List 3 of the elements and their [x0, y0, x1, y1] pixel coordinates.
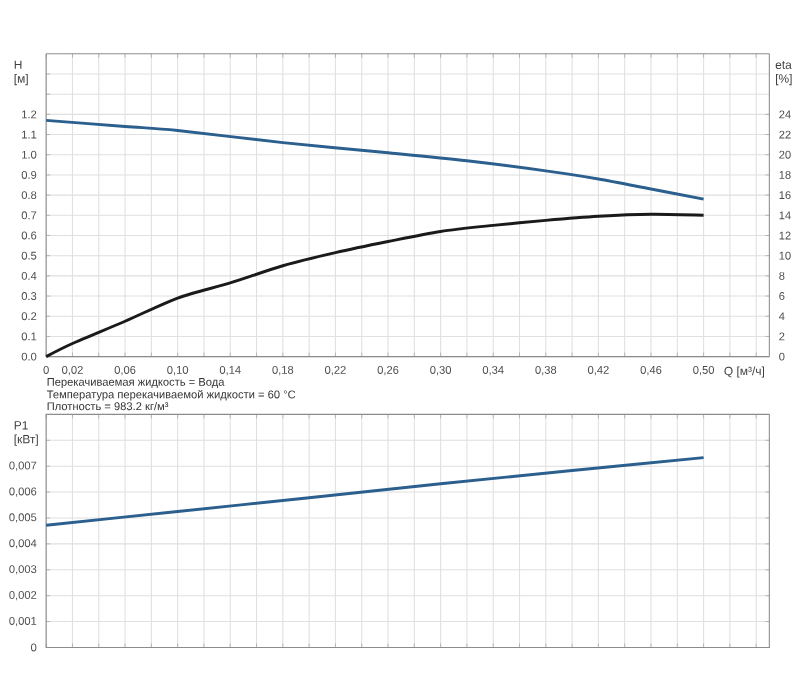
line-series: [44, 119, 706, 201]
line-series: [44, 213, 706, 359]
line-series: [44, 456, 706, 528]
